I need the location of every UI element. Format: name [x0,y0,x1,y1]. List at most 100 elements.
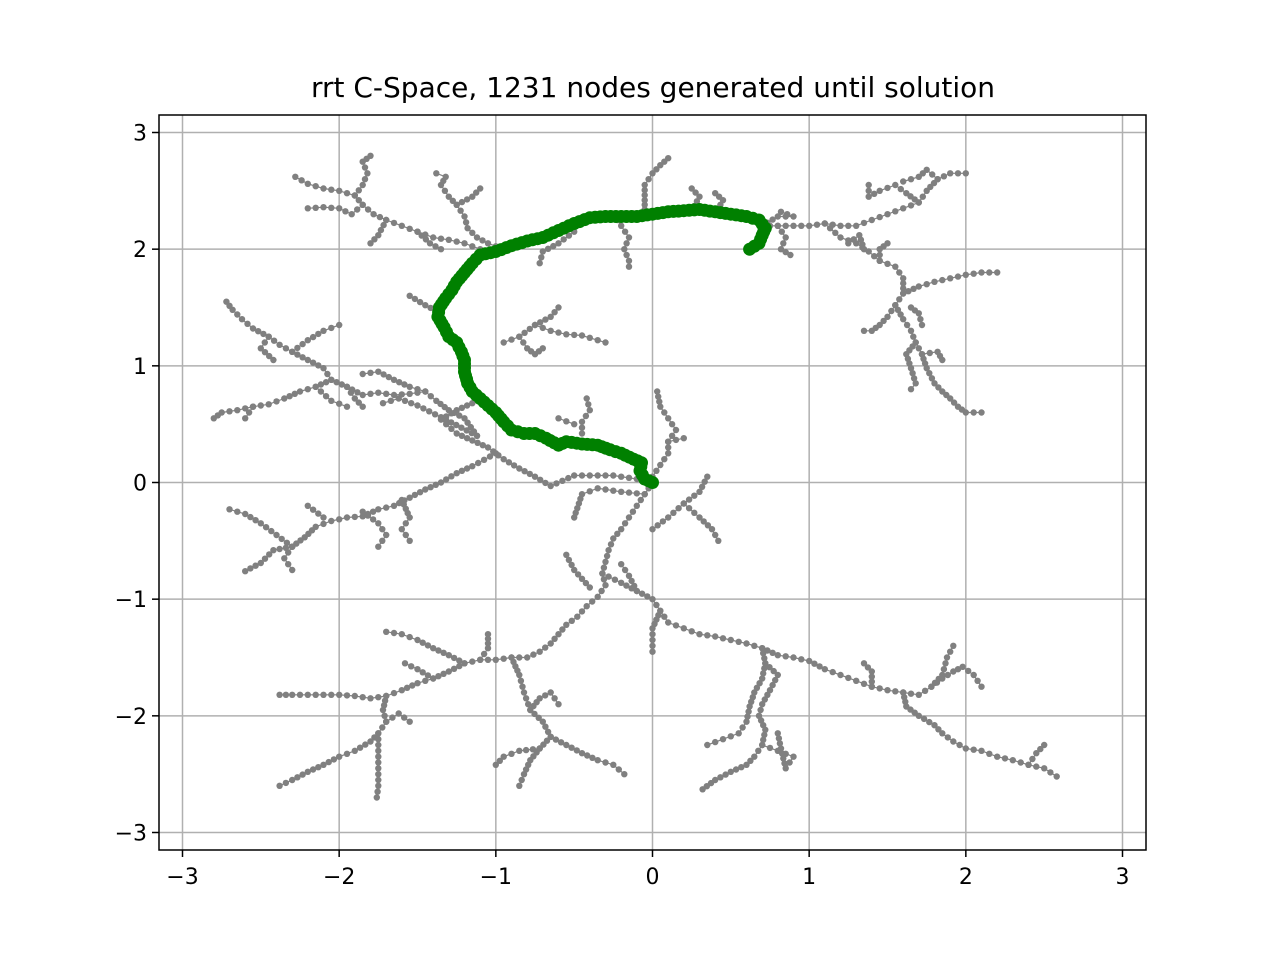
tree-node [422,302,429,309]
tree-node [903,321,911,329]
tree-node [238,316,246,323]
tree-node [762,726,769,733]
tree-node [704,741,711,749]
tree-node [769,216,776,223]
tree-node [430,645,437,652]
tree-node [416,489,424,496]
tree-node [383,216,390,224]
tree-node [359,181,366,189]
tree-node [947,275,954,282]
tree-node [484,635,492,642]
tree-node [884,211,891,218]
tree-edge [307,505,324,518]
tree-node [552,736,560,743]
tree-node [837,671,844,679]
tree-node [959,663,966,670]
tree-node [571,331,578,339]
tree-node [242,405,249,412]
tree-node [892,181,899,189]
tree-node [282,779,290,787]
tree-node [691,509,698,516]
tree-node [469,658,476,665]
tree-node [774,213,781,220]
tree-node [704,473,711,480]
tree-node [641,191,648,199]
tree-node [547,313,554,320]
tree-node [582,579,590,587]
tree-node [354,206,361,213]
tree-node [359,513,366,520]
tree-node [414,389,421,396]
tree-node [934,176,941,183]
tree-node [884,240,891,247]
tree-node [285,561,292,568]
tree-node [396,379,403,386]
tree-node [276,691,283,698]
tree-node [943,654,951,661]
tree-node [375,782,382,789]
tree-node [880,317,887,325]
tree-node [611,576,619,583]
tree-node [381,712,388,719]
tree-node [557,739,565,746]
tree-node [469,229,476,236]
tree-node [594,337,601,344]
tree-node [461,660,468,667]
tree-node [631,582,638,590]
tree-node [475,459,482,467]
tree-node [782,653,789,660]
tree-node [715,537,722,544]
tree-node [978,269,985,276]
tree-node [900,316,907,323]
tree-node [954,666,962,673]
tree-node [463,435,471,442]
tree-node [414,402,421,409]
tree-node [536,648,543,655]
tree-node [479,237,486,244]
tree-node [244,320,251,327]
tree-node [661,613,668,620]
tree-node [285,549,292,556]
tree-node [364,206,372,213]
tree-node [978,409,985,416]
tree-node [909,370,916,377]
tree-node [594,485,601,492]
tree-node [461,415,468,422]
tree-node [375,506,382,513]
tree-node [433,170,440,177]
tree-node [458,424,465,431]
tree-node [406,514,413,521]
tree-node [432,243,439,250]
tree-node [727,636,734,644]
tree-node [320,691,327,698]
x-tick-label: 1 [802,865,816,890]
tree-node [309,359,317,366]
tree-node [522,695,530,702]
tree-node [343,190,351,197]
tree-node [458,432,466,439]
tree-node [531,710,538,718]
tree-node [458,404,466,411]
tree-node [761,665,768,672]
tree-node [860,660,868,667]
tree-node [986,269,993,276]
tree-node [299,340,306,348]
tree-node [383,628,390,635]
tree-node [633,587,640,595]
tree-node [950,399,958,406]
tree-node [361,176,369,183]
tree-node [257,402,264,409]
tree-node [735,638,742,645]
tree-node [520,339,527,346]
tree-node [320,204,327,211]
tree-node [261,339,268,346]
tree-node [328,517,335,525]
tree-node [777,246,785,253]
tree-node [598,587,605,595]
tree-node [774,671,781,679]
tree-node [234,311,241,318]
tree-node [330,756,338,763]
tree-node [712,633,719,640]
tree-node [270,356,277,364]
tree-node [790,213,797,220]
